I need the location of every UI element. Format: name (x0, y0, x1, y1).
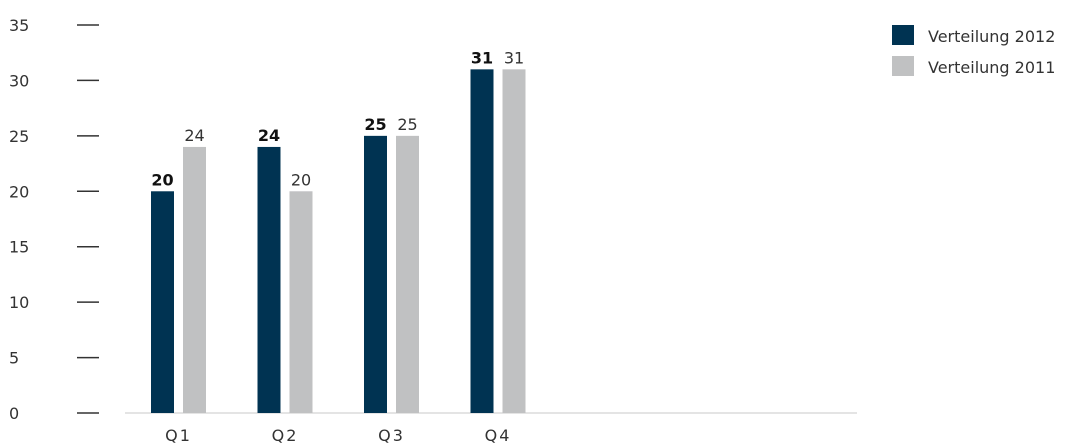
y-tick-label: 35 (9, 16, 29, 35)
y-tick-label: 15 (9, 238, 29, 257)
bar-2012 (151, 191, 174, 413)
legend-swatch (892, 56, 914, 76)
bar-2012 (470, 69, 494, 413)
legend: Verteilung 2012 Verteilung 2011 (892, 25, 1055, 77)
y-tick-label: 20 (9, 182, 29, 201)
bar-2012 (364, 135, 387, 413)
bar-2011 (502, 69, 526, 413)
x-tick-label: Q2 (272, 426, 299, 443)
data-label: 31 (471, 48, 493, 67)
y-tick-label: 30 (9, 71, 29, 90)
data-label: 25 (397, 115, 417, 134)
bar-2011 (289, 191, 313, 413)
x-tick-label: Q4 (485, 426, 512, 443)
y-tick-label: 5 (9, 349, 19, 368)
x-axis: Q1 Q2 Q3 Q4 (125, 412, 857, 443)
y-tick-label: 25 (9, 127, 29, 146)
x-tick-label: Q1 (165, 426, 192, 443)
bar-2012 (257, 146, 281, 413)
bars (151, 69, 526, 413)
value-labels: 20 24 24 20 25 25 31 31 (151, 48, 524, 189)
data-label: 31 (504, 48, 524, 67)
legend-swatch (892, 25, 914, 45)
data-label: 24 (258, 126, 280, 145)
y-axis: 0 5 10 15 20 25 30 35 (9, 16, 99, 423)
data-label: 20 (151, 170, 173, 189)
y-tick-label: 0 (9, 404, 19, 423)
legend-label: Verteilung 2011 (928, 58, 1055, 77)
x-tick-label: Q3 (378, 426, 405, 443)
data-label: 20 (291, 170, 311, 189)
legend-label: Verteilung 2012 (928, 27, 1055, 46)
data-label: 24 (184, 126, 204, 145)
y-tick-label: 10 (9, 293, 29, 312)
bar-2011 (396, 135, 419, 413)
data-label: 25 (364, 115, 386, 134)
bar-2011 (183, 146, 206, 413)
